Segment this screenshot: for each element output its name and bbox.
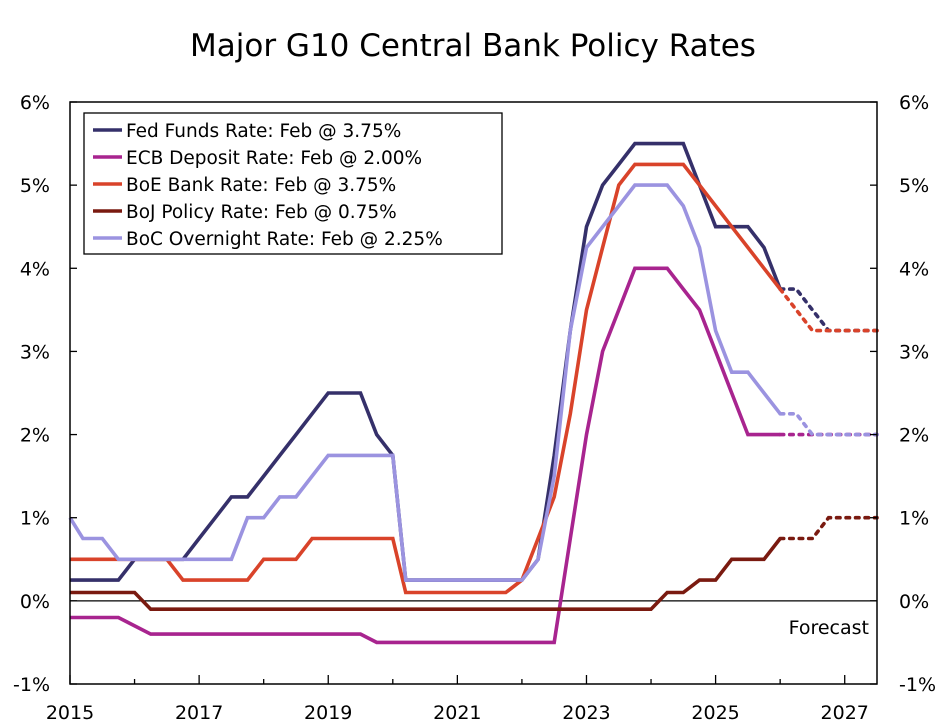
y-tick-label-right: 4%: [899, 258, 929, 280]
y-tick-label-left: 5%: [20, 175, 50, 197]
chart-title: Major G10 Central Bank Policy Rates: [190, 28, 756, 64]
legend-entry: ECB Deposit Rate: Feb @ 2.00%: [126, 148, 422, 169]
legend: Fed Funds Rate: Feb @ 3.75% ECB Deposit R…: [83, 112, 503, 255]
plot-area: [69, 101, 878, 685]
x-tick-label: 2021: [433, 702, 481, 724]
y-tick-label-right: 1%: [899, 508, 929, 530]
y-tick-label-right: -1%: [899, 674, 936, 696]
x-tick-label: 2015: [46, 702, 94, 724]
x-tick-label: 2023: [562, 702, 610, 724]
boc-overnight-rate-line: [68, 183, 782, 582]
x-tick-label: 2025: [691, 702, 739, 724]
ecb-deposit-rate-line: [70, 266, 781, 645]
boe-bank-rate-line: [70, 162, 782, 595]
x-tick-label: 2017: [175, 702, 223, 724]
y-tick-label-right: 2%: [899, 425, 929, 447]
fed-funds-rate-forecast-line: [778, 287, 879, 333]
y-tick-label-right: 0%: [899, 591, 929, 613]
boc-overnight-rate-forecast-line: [778, 411, 879, 437]
legend-entry: BoE Bank Rate: Feb @ 3.75%: [126, 175, 396, 196]
y-tick-label-left: -1%: [13, 674, 50, 696]
y-tick-label-left: 2%: [20, 425, 50, 447]
y-tick-label-left: 0%: [20, 591, 50, 613]
legend-entry: BoC Overnight Rate: Feb @ 2.25%: [126, 229, 443, 250]
x-tick-label: 2019: [304, 702, 352, 724]
y-tick-label-right: 6%: [899, 92, 929, 114]
legend-entry: BoJ Policy Rate: Feb @ 0.75%: [126, 202, 397, 223]
legend-entry: Fed Funds Rate: Feb @ 3.75%: [126, 121, 401, 142]
y-tick-label-right: 5%: [899, 175, 929, 197]
y-tick-label-left: 4%: [20, 258, 50, 280]
forecast-annotation: Forecast: [789, 617, 869, 639]
boj-policy-rate-line: [70, 537, 782, 612]
legend-box: [83, 112, 503, 255]
boj-policy-rate-forecast-line: [778, 515, 879, 541]
y-tick-label-left: 3%: [20, 341, 50, 363]
x-tick-label: 2027: [821, 702, 869, 724]
series-lines: [68, 141, 879, 645]
axes: -1% -1% 0% 0% 1% 1% 2% 2% 3% 3% 4% 4% 5% 5% 6% 6% 2015 20…: [13, 92, 936, 724]
y-tick-label-left: 1%: [20, 508, 50, 530]
y-tick-label-right: 3%: [899, 341, 929, 363]
y-tick-label-left: 6%: [20, 92, 50, 114]
boe-bank-rate-forecast-line: [778, 287, 879, 333]
